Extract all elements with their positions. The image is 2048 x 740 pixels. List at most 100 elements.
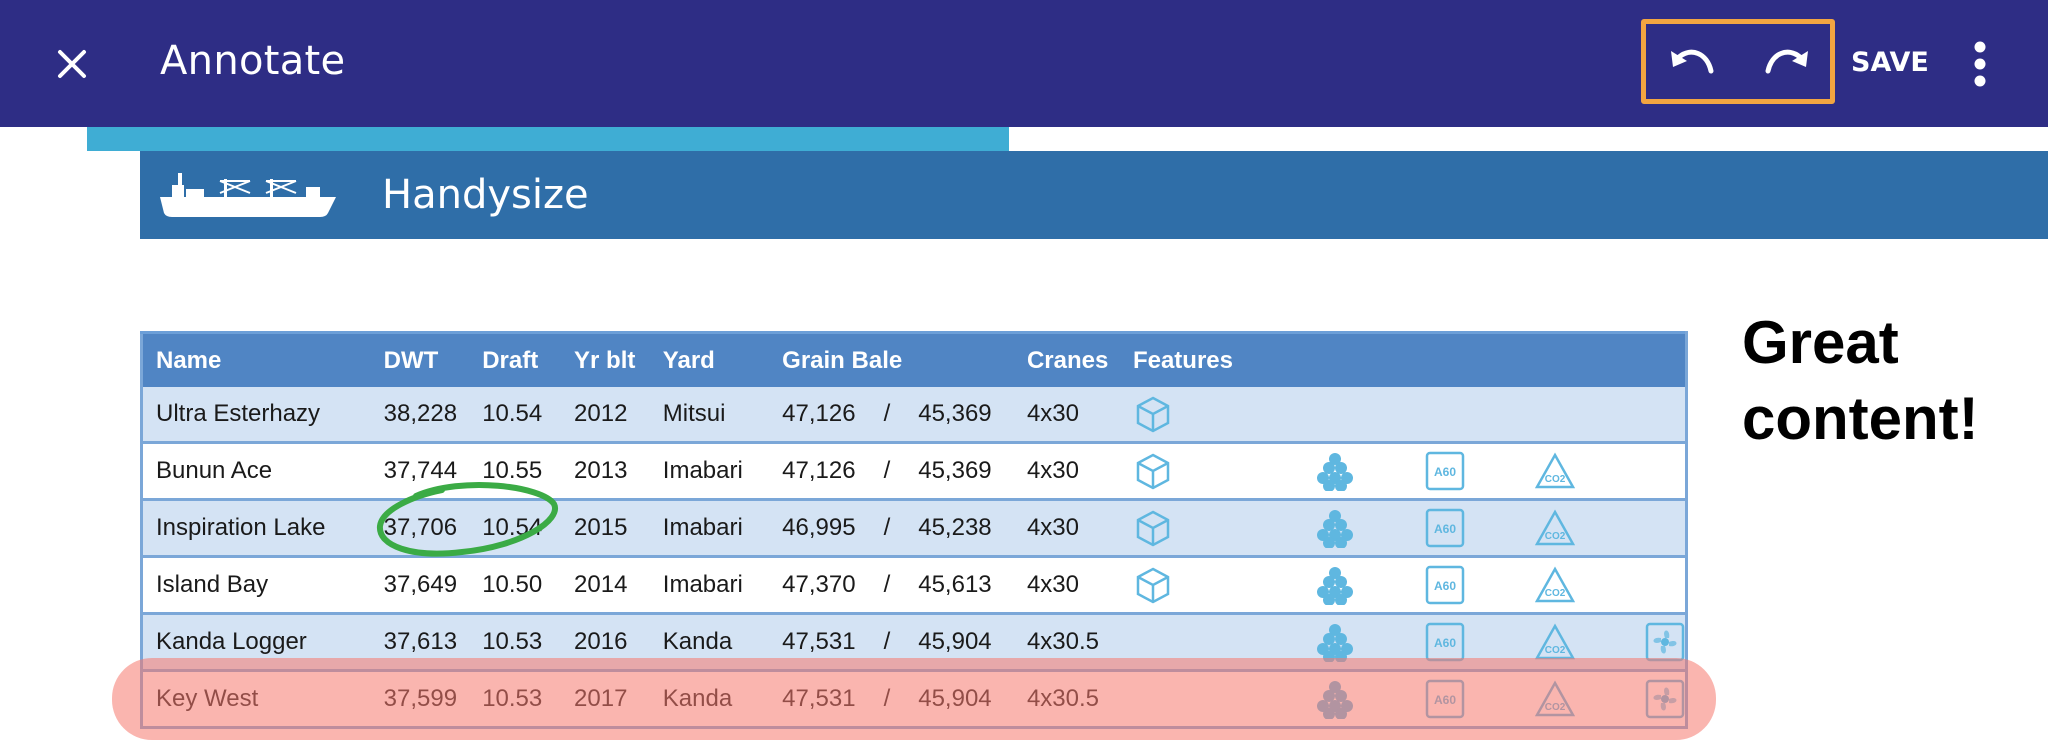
grain-separator: /: [883, 628, 891, 655]
grain-value: 47,531: [782, 685, 856, 712]
section-title: Handysize: [382, 172, 589, 218]
box-icon: [1133, 565, 1173, 605]
box-icon: [1133, 451, 1173, 491]
cell-dwt: 37,744: [370, 442, 470, 501]
cell-cranes: 4x30.5: [1013, 670, 1120, 729]
cell-name: Kanda Logger: [139, 613, 371, 672]
cell-yard: Mitsui: [649, 387, 770, 444]
logs-icon: [1315, 622, 1355, 663]
close-icon[interactable]: [52, 40, 92, 88]
table-row[interactable]: Key West 37,599 10.53 2017 Kanda 47,531 / 45,90…: [139, 670, 1688, 729]
fan-icon: [1645, 622, 1685, 662]
co2-icon: CO2: [1534, 565, 1576, 605]
bale-value: 45,904: [918, 628, 992, 655]
cell-grain-bale: 47,126 / 45,369: [769, 442, 1014, 501]
cell-dwt: 37,599: [370, 670, 470, 729]
table-row[interactable]: Kanda Logger 37,613 10.53 2016 Kanda 47,531/4…: [139, 613, 1688, 672]
bale-value: 45,904: [918, 685, 992, 712]
svg-text:A60: A60: [1434, 636, 1456, 650]
more-options-icon[interactable]: [1964, 36, 1996, 92]
undo-redo-highlight: [1641, 19, 1835, 104]
cell-name: Island Bay: [139, 556, 371, 615]
svg-text:A60: A60: [1434, 522, 1456, 536]
col-header-features: Features: [1119, 331, 1688, 387]
svg-text:CO2: CO2: [1545, 588, 1566, 599]
save-button[interactable]: SAVE: [1851, 47, 1929, 78]
svg-text:A60: A60: [1434, 693, 1456, 707]
cell-grain-bale: 47,370 / 45,613: [769, 556, 1014, 615]
table-row[interactable]: Inspiration Lake 37,706 10.54 2015 Imabari 46…: [139, 499, 1688, 558]
col-header-draft: Draft: [469, 331, 562, 387]
cell-draft: 10.55: [469, 442, 562, 501]
col-header-name: Name: [139, 331, 371, 387]
grain-value: 47,370: [782, 571, 856, 598]
grain-value: 47,531: [782, 628, 856, 655]
ship-icon: [158, 163, 338, 230]
col-header-grain: Grain Bale: [769, 331, 1014, 387]
undo-icon[interactable]: [1665, 40, 1719, 88]
progress-bar: [87, 127, 2048, 151]
svg-text:A60: A60: [1434, 579, 1456, 593]
cell-dwt: 37,649: [370, 556, 470, 615]
co2-icon: CO2: [1534, 679, 1576, 719]
cell-features: A60 CO2: [1119, 670, 1688, 729]
grain-separator: /: [883, 400, 891, 427]
cell-features: A60 CO2: [1119, 499, 1688, 558]
cell-cranes: 4x30: [1013, 556, 1120, 615]
cell-yard: Imabari: [649, 499, 770, 558]
cell-yr: 2014: [561, 556, 650, 615]
svg-text:CO2: CO2: [1545, 474, 1566, 485]
svg-text:A60: A60: [1434, 465, 1456, 479]
a60-icon: A60: [1425, 679, 1465, 719]
cell-cranes: 4x30.5: [1013, 613, 1120, 672]
cell-cranes: 4x30: [1013, 387, 1120, 444]
cell-cranes: 4x30: [1013, 499, 1120, 558]
a60-icon: A60: [1425, 508, 1465, 548]
co2-icon: CO2: [1534, 622, 1576, 662]
cell-yr: 2016: [561, 613, 650, 672]
cell-name: Key West: [139, 670, 371, 729]
cell-features: A60 CO2: [1119, 442, 1688, 501]
svg-text:CO2: CO2: [1545, 702, 1566, 713]
cell-name: Ultra Esterhazy: [139, 387, 371, 444]
vessel-table: Name DWT Draft Yr blt Yard Grain Bale Cr…: [139, 331, 1688, 729]
cell-name: Bunun Ace: [139, 442, 371, 501]
grain-value: 47,126: [782, 457, 856, 484]
cell-draft: 10.53: [469, 670, 562, 729]
cell-yard: Imabari: [649, 556, 770, 615]
progress-bar-fill: [87, 127, 1009, 151]
cell-draft: 10.50: [469, 556, 562, 615]
cell-grain-bale: 47,531 / 45,904: [769, 670, 1014, 729]
table-row[interactable]: Bunun Ace 37,744 10.55 2013 Imabari 47,126 / 45…: [139, 442, 1688, 501]
grain-value: 47,126: [782, 400, 856, 427]
cell-yr: 2013: [561, 442, 650, 501]
col-header-dwt: DWT: [370, 331, 470, 387]
svg-text:CO2: CO2: [1545, 645, 1566, 656]
bale-value: 45,369: [918, 457, 992, 484]
annotation-line-1: Great: [1742, 309, 1899, 376]
cell-yr: 2015: [561, 499, 650, 558]
redo-icon[interactable]: [1760, 40, 1814, 88]
cell-dwt: 37,613: [370, 613, 470, 672]
grain-separator: /: [883, 571, 891, 598]
grain-separator: /: [883, 457, 891, 484]
cell-features: [1119, 387, 1688, 444]
cell-grain-bale: 47,531 / 45,904: [769, 613, 1014, 672]
grain-value: 46,995: [782, 514, 856, 541]
cell-yr: 2017: [561, 670, 650, 729]
a60-icon: A60: [1425, 622, 1465, 662]
cell-features: A60 CO2: [1119, 556, 1688, 615]
cell-yard: Imabari: [649, 442, 770, 501]
table-row[interactable]: Island Bay 37,649 10.50 2014 Imabari 47,370 / 4…: [139, 556, 1688, 615]
grain-separator: /: [883, 514, 891, 541]
cell-dwt: 37,706: [370, 499, 470, 558]
cell-name: Inspiration Lake: [139, 499, 371, 558]
logs-icon: [1315, 508, 1355, 549]
cell-cranes: 4x30: [1013, 442, 1120, 501]
grain-separator: /: [883, 685, 891, 712]
logs-icon: [1315, 565, 1355, 606]
box-icon: [1133, 508, 1173, 548]
a60-icon: A60: [1425, 451, 1465, 491]
cell-yard: Kanda: [649, 613, 770, 672]
table-row[interactable]: Ultra Esterhazy 38,228 10.54 2012 Mitsui 47,1…: [139, 387, 1688, 444]
